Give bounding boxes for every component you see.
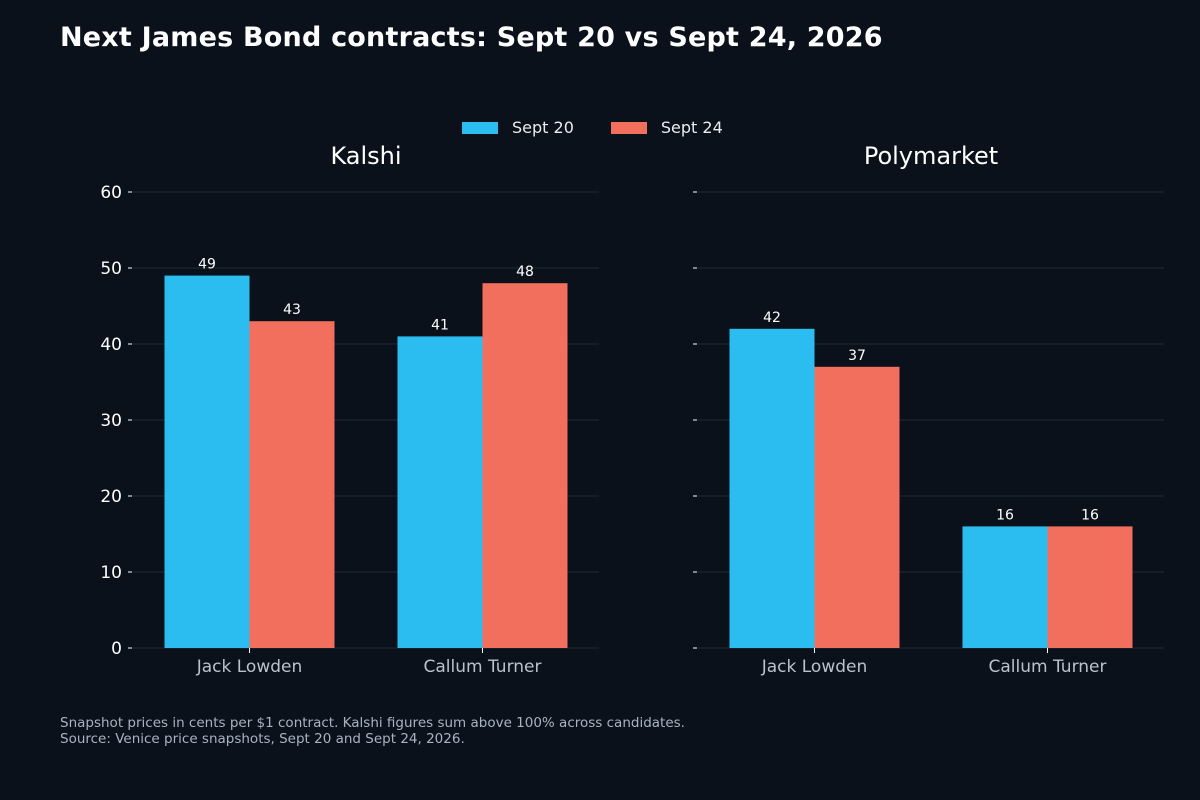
legend-swatch-sept-20 <box>462 121 498 134</box>
polymarket-bar-jack-lowden-sept-24 <box>814 366 900 648</box>
kalshi-bar-jack-lowden-sept-20 <box>164 275 250 648</box>
kalshi-ytick-label-1: 10 <box>100 563 122 583</box>
kalshi-data-label-callum-turner-sept-20: 41 <box>431 317 449 333</box>
kalshi-ytick-label-4: 40 <box>100 335 122 355</box>
polymarket-title: Polymarket <box>864 142 998 170</box>
kalshi-category-label-jack-lowden: Jack Lowden <box>196 657 303 677</box>
legend: Sept 20 Sept 24 <box>462 118 760 137</box>
legend-item-sept-20: Sept 20 <box>462 118 574 137</box>
footnote-line-2: Source: Venice price snapshots, Sept 20 … <box>60 731 465 747</box>
legend-label-sept-20: Sept 20 <box>512 118 574 137</box>
footnote-line-1: Snapshot prices in cents per $1 contract… <box>60 715 685 731</box>
kalshi-data-label-callum-turner-sept-24: 48 <box>516 264 534 280</box>
polymarket-data-label-callum-turner-sept-24: 16 <box>1081 507 1099 523</box>
kalshi-data-label-jack-lowden-sept-24: 43 <box>283 302 301 318</box>
polymarket-data-label-callum-turner-sept-20: 16 <box>996 507 1014 523</box>
polymarket-bar-callum-turner-sept-20 <box>962 526 1048 648</box>
polymarket-data-label-jack-lowden-sept-20: 42 <box>763 310 781 326</box>
kalshi-ytick-label-0: 0 <box>111 639 122 659</box>
kalshi-bar-callum-turner-sept-20 <box>397 336 483 648</box>
page-title: Next James Bond contracts: Sept 20 vs Se… <box>60 22 883 53</box>
kalshi-bar-callum-turner-sept-24 <box>482 283 568 648</box>
polymarket-bar-callum-turner-sept-24 <box>1047 526 1133 648</box>
polymarket-data-label-jack-lowden-sept-24: 37 <box>848 348 866 364</box>
footnote: Snapshot prices in cents per $1 contract… <box>60 715 685 747</box>
kalshi-title: Kalshi <box>330 142 401 170</box>
kalshi-bar-jack-lowden-sept-24 <box>249 321 335 648</box>
kalshi-ytick-label-5: 50 <box>100 259 122 279</box>
kalshi-ytick-label-3: 30 <box>100 411 122 431</box>
kalshi-ytick-label-6: 60 <box>100 183 122 203</box>
legend-item-sept-24: Sept 24 <box>610 118 723 137</box>
polymarket-category-label-jack-lowden: Jack Lowden <box>761 657 868 677</box>
polymarket-bar-jack-lowden-sept-20 <box>729 328 815 648</box>
kalshi-data-label-jack-lowden-sept-20: 49 <box>198 257 216 273</box>
kalshi-ytick-label-2: 20 <box>100 487 122 507</box>
legend-swatch-sept-24 <box>610 121 647 134</box>
legend-label-sept-24: Sept 24 <box>660 118 723 137</box>
polymarket-category-label-callum-turner: Callum Turner <box>989 657 1107 677</box>
kalshi-category-label-callum-turner: Callum Turner <box>424 657 542 677</box>
